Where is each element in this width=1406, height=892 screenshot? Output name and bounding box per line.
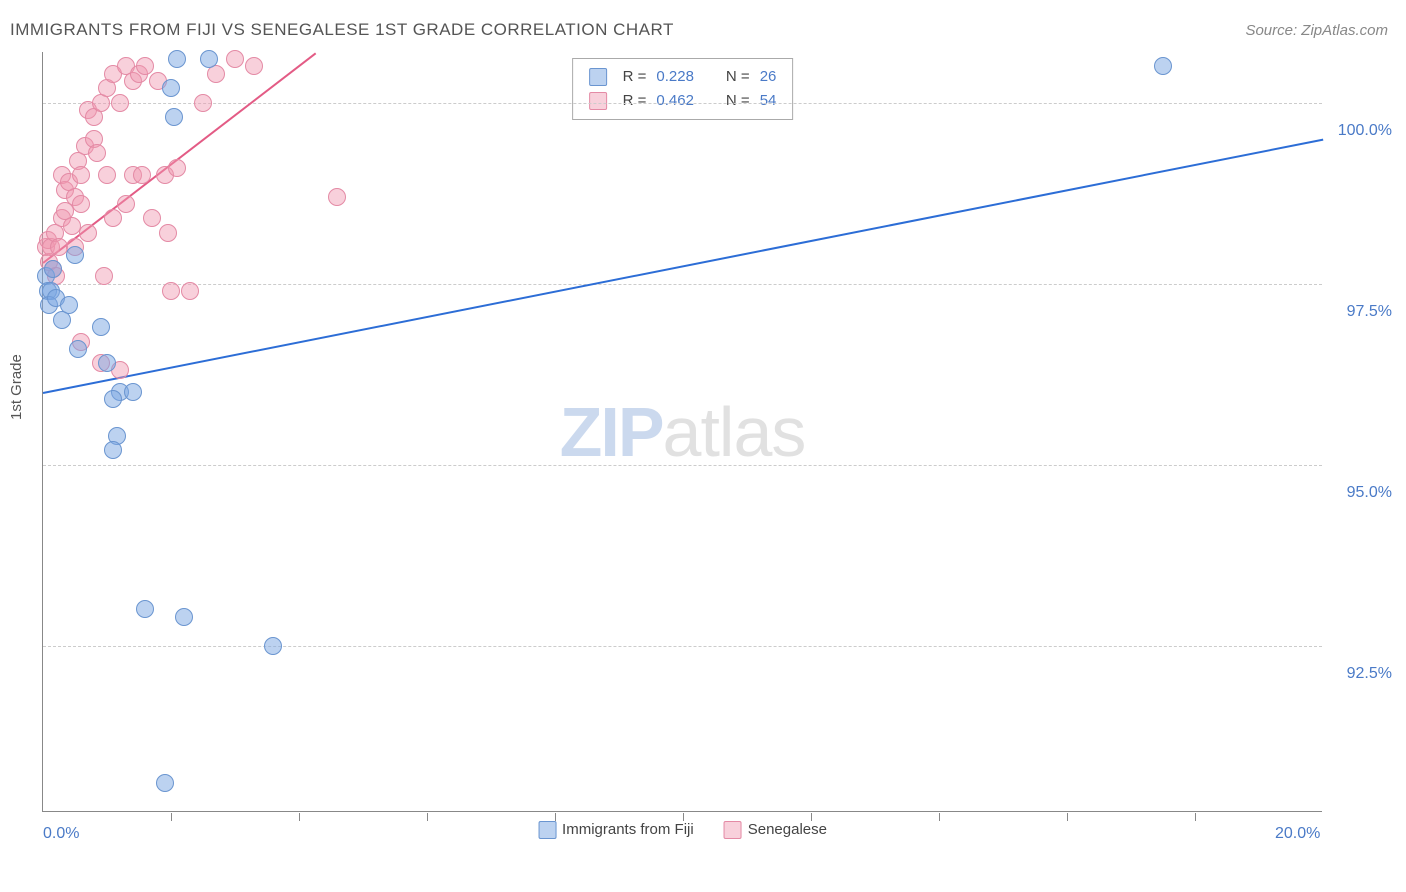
point-fiji [69,340,87,358]
chart-container: IMMIGRANTS FROM FIJI VS SENEGALESE 1ST G… [0,0,1406,892]
gridline [43,646,1322,647]
chart-source: Source: ZipAtlas.com [1245,22,1388,39]
watermark-zip: ZIP [560,393,663,471]
legend-r-label: R = [623,89,647,113]
y-tick-label: 95.0% [1347,484,1392,502]
point-sen [245,57,263,75]
x-tick [683,813,684,821]
point-fiji [175,608,193,626]
point-sen [143,209,161,227]
x-tick [1195,813,1196,821]
gridline [43,465,1322,466]
legend-n-label: N = [726,89,750,113]
point-sen [88,144,106,162]
point-sen [194,94,212,112]
chart-title: IMMIGRANTS FROM FIJI VS SENEGALESE 1ST G… [10,20,674,40]
legend-item-fiji: Immigrants from Fiji [538,821,694,839]
point-fiji [92,318,110,336]
watermark: ZIPatlas [560,392,806,472]
point-fiji [136,600,154,618]
x-tick [299,813,300,821]
legend-row-fiji: R = 0.228 N = 26 [589,65,777,89]
legend-label: Immigrants from Fiji [562,821,694,838]
point-fiji [66,246,84,264]
plot-area: ZIPatlas R = 0.228 N = 26 R = 0.462 N = … [42,52,1322,812]
x-tick [1067,813,1068,821]
correlation-legend: R = 0.228 N = 26 R = 0.462 N = 54 [572,58,794,120]
point-fiji [104,390,122,408]
swatch-fiji-icon [538,821,556,839]
point-sen [136,57,154,75]
y-tick-label: 97.5% [1347,303,1392,321]
point-fiji [1154,57,1172,75]
point-fiji [104,441,122,459]
swatch-sen-icon [724,821,742,839]
point-fiji [165,108,183,126]
series-legend: Immigrants from Fiji Senegalese [538,821,827,839]
legend-row-sen: R = 0.462 N = 54 [589,89,777,113]
point-sen [72,166,90,184]
swatch-sen-icon [589,92,607,110]
x-tick [171,813,172,821]
point-fiji [264,637,282,655]
point-sen [159,224,177,242]
watermark-atlas: atlas [663,393,806,471]
x-tick [427,813,428,821]
legend-n-label: N = [726,65,750,89]
point-fiji [98,354,116,372]
y-tick-label: 100.0% [1338,122,1392,140]
x-tick [811,813,812,821]
regression-line [43,139,1323,394]
gridline [43,284,1322,285]
point-fiji [60,296,78,314]
point-sen [162,282,180,300]
point-sen [328,188,346,206]
legend-item-sen: Senegalese [724,821,827,839]
legend-r-value: 0.228 [656,65,694,89]
point-fiji [124,383,142,401]
x-tick-label: 20.0% [1275,825,1320,843]
legend-r-value: 0.462 [656,89,694,113]
x-tick [555,813,556,821]
point-sen [72,195,90,213]
x-tick [939,813,940,821]
point-sen [133,166,151,184]
swatch-fiji-icon [589,68,607,86]
point-sen [104,209,122,227]
legend-n-value: 54 [760,89,777,113]
point-fiji [156,774,174,792]
point-fiji [200,50,218,68]
point-sen [168,159,186,177]
point-sen [98,166,116,184]
point-sen [111,94,129,112]
point-fiji [44,260,62,278]
gridline [43,103,1322,104]
point-sen [117,195,135,213]
legend-label: Senegalese [748,821,827,838]
point-fiji [162,79,180,97]
point-sen [95,267,113,285]
point-sen [226,50,244,68]
y-axis-label: 1st Grade [8,354,25,420]
point-sen [181,282,199,300]
point-fiji [168,50,186,68]
legend-n-value: 26 [760,65,777,89]
y-tick-label: 92.5% [1347,665,1392,683]
point-sen [79,224,97,242]
legend-r-label: R = [623,65,647,89]
x-tick-label: 0.0% [43,825,79,843]
